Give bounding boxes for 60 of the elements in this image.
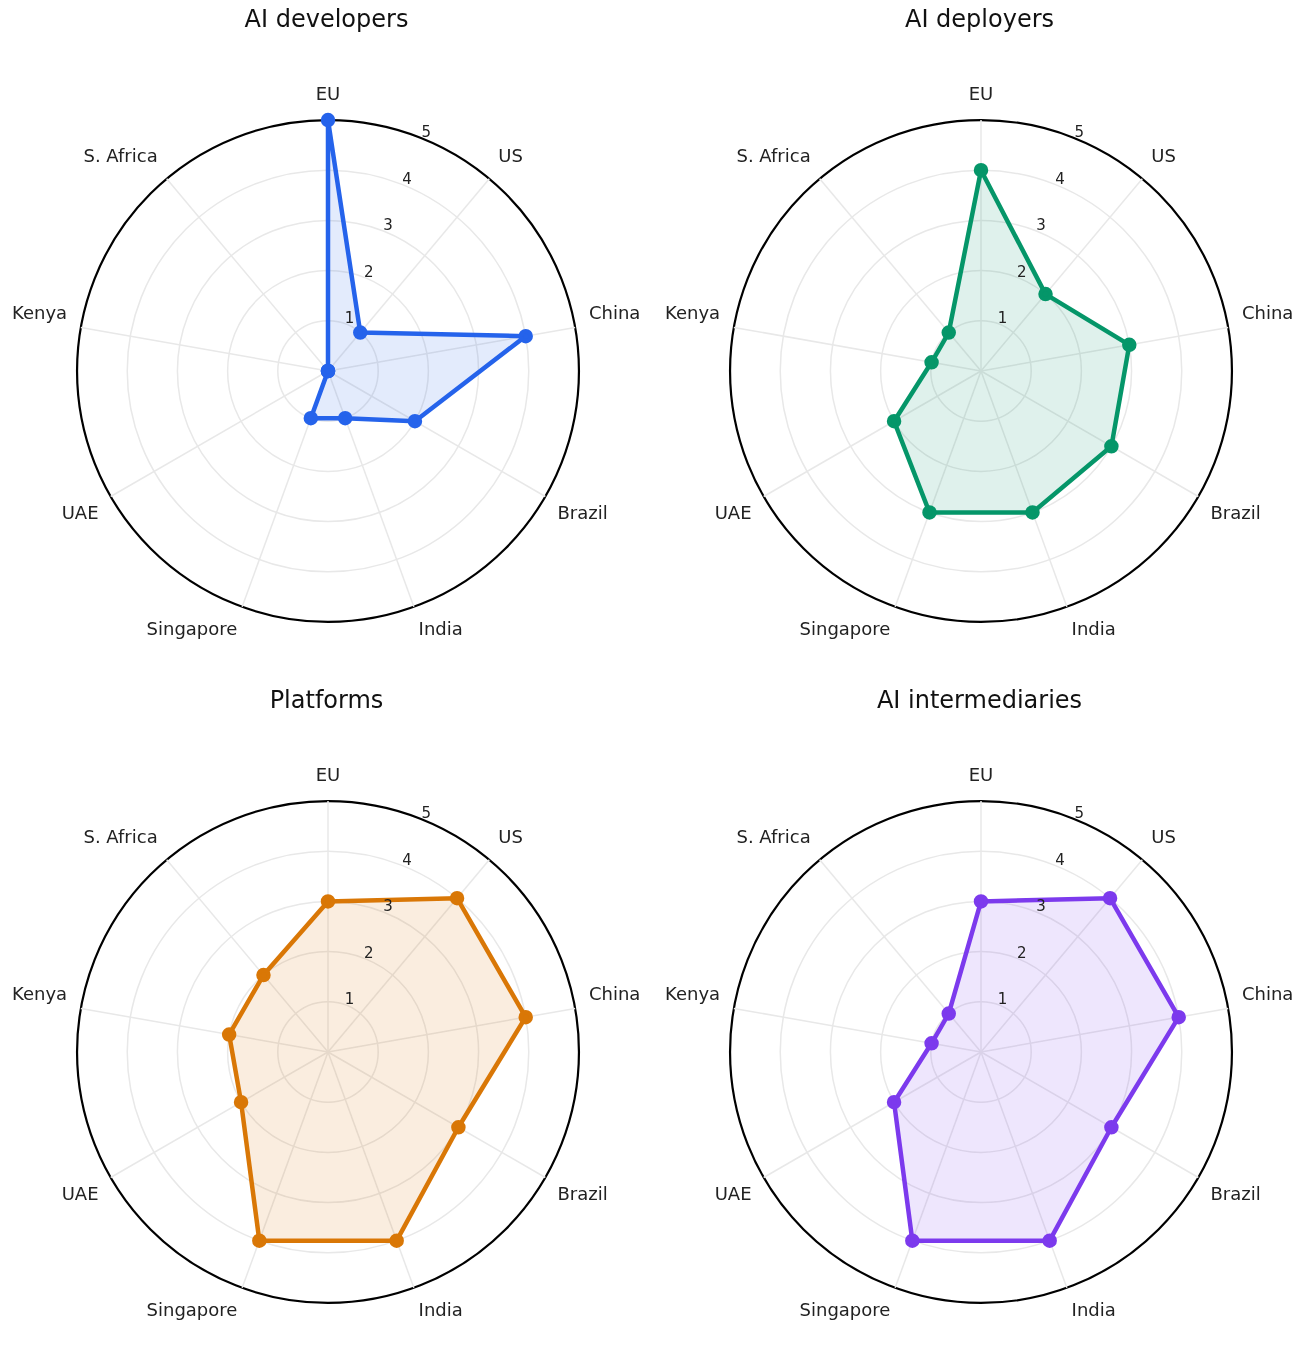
spoke-label: China [588,301,641,323]
y-tick-label: 2 [1016,262,1027,281]
spoke-label: EU [315,82,341,104]
spoke-label: UAE [61,1182,99,1204]
spoke-label: S. Africa [736,144,811,166]
y-tick-label: 4 [1055,850,1065,869]
spoke-label: EU [968,763,994,785]
y-tick-label: 4 [402,850,412,869]
spoke-label: UAE [714,501,752,523]
spoke-label: India [1071,1299,1116,1321]
spoke-label: Brazil [557,1182,608,1204]
spoke-label: India [418,1299,463,1321]
y-tick-label: 5 [1074,804,1085,823]
y-tick-label: 3 [383,897,393,916]
spoke-label: Singapore [799,618,891,640]
spoke-label: EU [968,82,994,104]
spoke-label: S. Africa [83,825,158,847]
chart-title: AI developers [244,4,409,33]
spoke-label: UAE [714,1182,752,1204]
spoke-label: Brazil [1210,1182,1261,1204]
spoke-label: India [1071,618,1116,640]
y-tick-label: 3 [1036,897,1046,916]
y-tick-label: 1 [997,308,1008,327]
chart-title: AI intermediaries [876,685,1083,714]
y-tick-label: 1 [344,308,355,327]
spoke-label: Singapore [146,618,238,640]
spoke-label: S. Africa [83,144,158,166]
spoke-label: Brazil [1210,501,1261,523]
y-tick-label: 2 [363,262,374,281]
chart-title: Platforms [269,685,384,714]
spoke-label: US [498,825,523,847]
spoke-label: EU [315,763,341,785]
y-tick-label: 5 [1074,123,1085,142]
y-tick-label: 4 [1055,169,1065,188]
spoke-label: India [418,618,463,640]
y-tick-label: 3 [383,216,393,235]
chart-title: AI deployers [904,4,1055,33]
spoke-label: Kenya [664,301,721,323]
y-tick-label: 1 [997,989,1008,1008]
y-tick-label: 2 [363,943,374,962]
spoke-label: Kenya [11,982,68,1004]
y-tick-label: 3 [1036,216,1046,235]
spoke-label: Brazil [557,501,608,523]
spoke-label: Singapore [799,1299,891,1321]
spoke-label: China [1241,301,1294,323]
spoke-label: China [588,982,641,1004]
y-tick-label: 1 [344,989,355,1008]
spoke-label: US [1151,144,1176,166]
y-tick-label: 5 [421,804,432,823]
y-tick-label: 4 [402,169,412,188]
spoke-label: UAE [61,501,99,523]
y-tick-label: 2 [1016,943,1027,962]
spoke-label: US [1151,825,1176,847]
spoke-label: Singapore [146,1299,238,1321]
spoke-label: US [498,144,523,166]
y-tick-label: 5 [421,123,432,142]
spoke-label: China [1241,982,1294,1004]
spoke-label: Kenya [664,982,721,1004]
spoke-label: S. Africa [736,825,811,847]
spoke-label: Kenya [11,301,68,323]
